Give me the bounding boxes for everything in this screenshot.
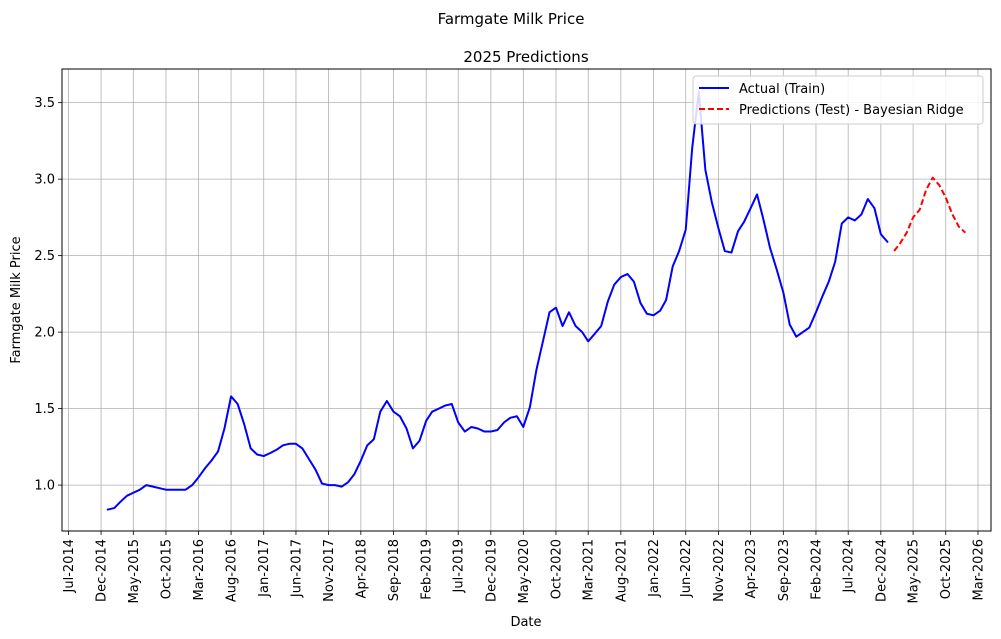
- x-tick-label: Mar-2016: [192, 539, 207, 600]
- chart-title: 2025 Predictions: [463, 48, 588, 66]
- x-tick-label: Dec-2019: [484, 539, 499, 602]
- x-tick-label: Dec-2014: [95, 539, 110, 602]
- x-tick-label: Jul-2019: [452, 539, 467, 593]
- x-tick-label: Mar-2021: [582, 539, 597, 600]
- x-tick-label: Jul-2024: [842, 539, 857, 593]
- x-tick-label: Jan-2022: [647, 539, 662, 598]
- x-tick-label: Jul-2014: [62, 539, 77, 593]
- x-tick-label: Feb-2024: [809, 539, 824, 600]
- series-line-actual: [106, 90, 889, 511]
- x-tick-label: Nov-2022: [712, 539, 727, 602]
- x-tick-label: Jan-2017: [257, 539, 272, 598]
- x-tick-label: Aug-2021: [614, 539, 629, 602]
- y-tick-label: 1.5: [34, 402, 55, 417]
- x-tick-label: Oct-2020: [549, 539, 564, 599]
- legend-box: [692, 75, 984, 125]
- y-tick-label: 1.0: [34, 479, 55, 494]
- x-axis-label: Date: [510, 615, 541, 630]
- x-tick-label: Oct-2015: [159, 539, 174, 599]
- x-tick-label: May-2015: [127, 539, 142, 603]
- x-tick-label: May-2020: [517, 539, 532, 603]
- x-tick-label: Feb-2019: [420, 539, 435, 600]
- legend-label-actual: Actual (Train): [739, 82, 825, 97]
- y-tick-label: 2.5: [34, 249, 55, 264]
- x-tick-label: Dec-2024: [874, 539, 889, 602]
- x-tick-label: Sep-2023: [777, 539, 792, 601]
- legend: Actual (Train) Predictions (Test) - Baye…: [692, 75, 984, 125]
- x-tick-label: Apr-2023: [744, 539, 759, 598]
- x-tick-label: Jun-2017: [289, 539, 304, 598]
- y-tick-label: 3.0: [34, 173, 55, 188]
- series-line-predictions: [893, 176, 967, 252]
- x-axis: Jul-2014 Dec-2014 May-2015 Oct-2015 Mar-2016…: [62, 531, 986, 603]
- chart-suptitle: Farmgate Milk Price: [438, 10, 585, 28]
- x-tick-label: Apr-2018: [354, 539, 369, 598]
- series-lines: [106, 90, 967, 511]
- legend-label-predictions: Predictions (Test) - Bayesian Ridge: [739, 103, 964, 118]
- x-tick-label: Jun-2022: [679, 539, 694, 598]
- y-axis: 1.0 1.5 2.0 2.5 3.0 3.5: [34, 96, 62, 494]
- x-tick-label: Aug-2016: [225, 539, 240, 602]
- x-tick-label: Mar-2026: [971, 539, 986, 600]
- plot-area-frame: [61, 68, 992, 532]
- x-tick-label: Nov-2017: [322, 539, 337, 602]
- y-tick-label: 3.5: [34, 96, 55, 111]
- x-tick-label: Oct-2025: [939, 539, 954, 599]
- y-tick-label: 2.0: [34, 326, 55, 341]
- y-axis-label: Farmgate Milk Price: [9, 236, 24, 363]
- x-tick-label: Sep-2018: [387, 539, 402, 601]
- x-tick-label: May-2025: [907, 539, 922, 603]
